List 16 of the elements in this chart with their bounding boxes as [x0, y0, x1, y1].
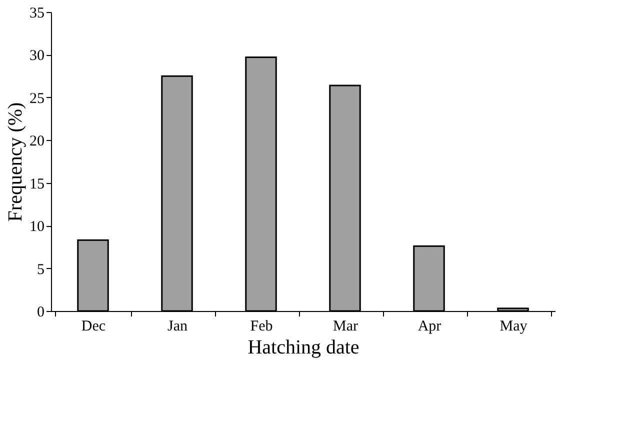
x-axis-title: Hatching date	[248, 336, 360, 358]
y-tick-label: 25	[30, 90, 44, 107]
y-axis-title: Frequency (%)	[4, 102, 26, 222]
y-tick-label: 10	[30, 219, 44, 236]
x-tick-label: Jan	[168, 318, 188, 334]
x-tick-label: Dec	[81, 318, 106, 334]
x-tick-label: May	[500, 318, 528, 334]
x-tick-label: Mar	[333, 318, 358, 334]
y-tick-label: 30	[30, 48, 44, 64]
x-tick-label: Feb	[250, 318, 273, 334]
y-tick-label: 15	[30, 176, 44, 192]
y-tick-label: 0	[37, 304, 44, 320]
y-tick-label: 20	[30, 134, 44, 150]
y-tick-label: 35	[30, 6, 44, 22]
x-tick-label: Apr	[418, 318, 442, 334]
y-tick-label: 5	[37, 262, 44, 278]
